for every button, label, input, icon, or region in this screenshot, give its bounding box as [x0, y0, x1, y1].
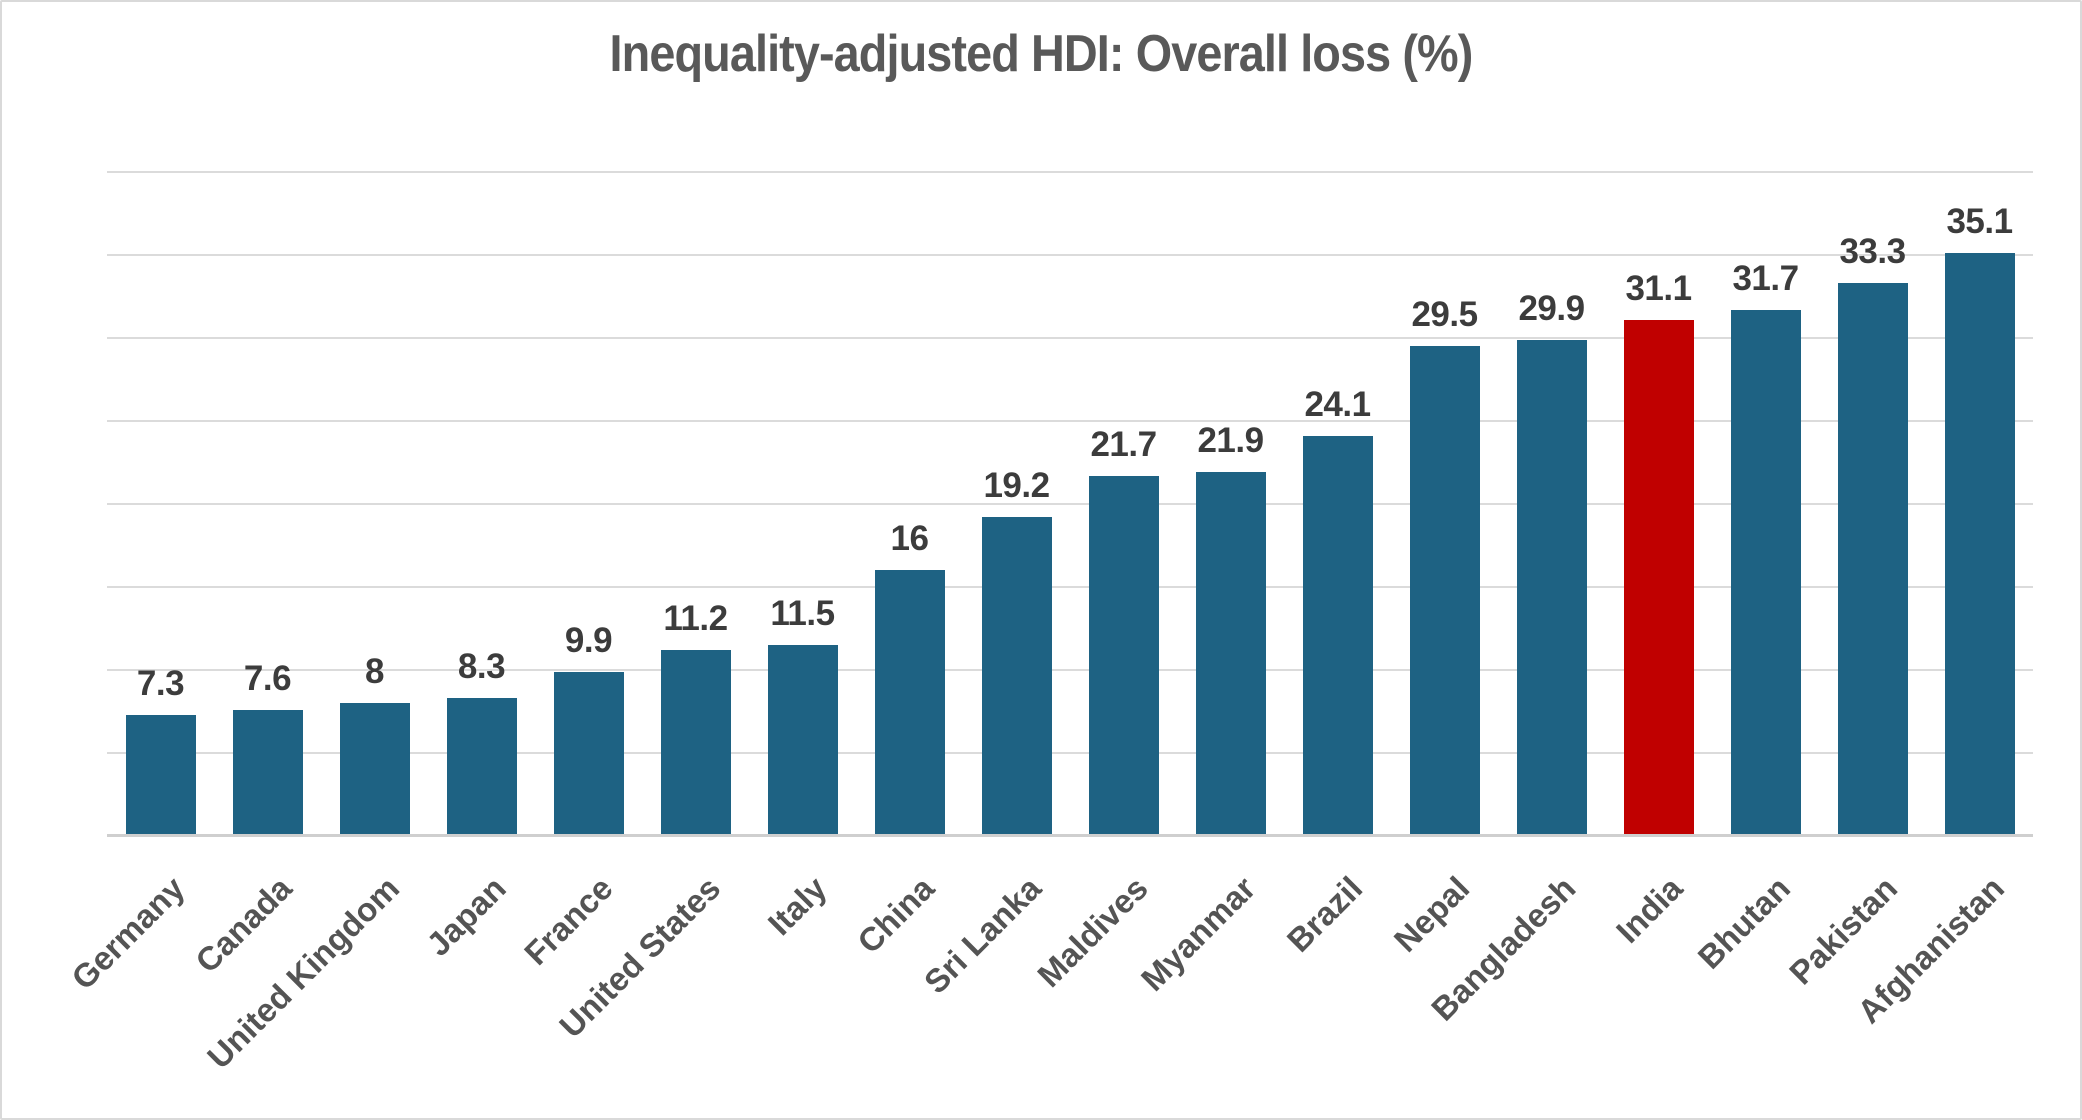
bar-germany — [125, 714, 196, 836]
bar-maldives — [1088, 475, 1159, 836]
bar-china — [874, 570, 945, 836]
category-label-india: India — [1609, 869, 1690, 950]
bar-india — [1623, 319, 1694, 836]
data-label-bhutan: 31.7 — [1732, 258, 1799, 298]
category-label-canada: Canada — [188, 869, 299, 980]
bar-nepal — [1409, 346, 1480, 836]
category-label-france: France — [517, 869, 620, 972]
data-label-brazil: 24.1 — [1304, 384, 1371, 424]
data-label-united-kingdom: 8 — [365, 652, 384, 692]
gridline-y-10 — [107, 669, 2033, 671]
bar-united-states — [660, 650, 731, 836]
bar-bangladesh — [1516, 339, 1587, 836]
gridline-y-40 — [107, 171, 2033, 173]
category-label-bhutan: Bhutan — [1690, 869, 1797, 976]
category-label-sri-lanka: Sri Lanka — [916, 869, 1048, 1001]
category-label-japan: Japan — [419, 869, 513, 963]
category-label-china: China — [849, 869, 941, 961]
gridline-y-20 — [107, 503, 2033, 505]
data-label-italy: 11.5 — [770, 594, 835, 634]
data-label-maldives: 21.7 — [1090, 424, 1157, 464]
data-label-india: 31.1 — [1625, 268, 1692, 308]
gridline-y-30 — [107, 337, 2033, 339]
plot-area: 7.3 7.6 8 8.3 9.9 11.2 11.5 16 19.2 21.7 21.9 24.1 2… — [107, 171, 2033, 837]
data-label-bangladesh: 29.9 — [1518, 288, 1585, 328]
bar-bhutan — [1730, 309, 1801, 836]
category-label-italy: Italy — [761, 869, 834, 943]
bar-united-kingdom — [339, 703, 410, 836]
bar-brazil — [1302, 435, 1373, 836]
data-label-afghanistan: 35.1 — [1946, 202, 2013, 242]
data-label-sri-lanka: 19.2 — [983, 466, 1050, 506]
gridline-y-35 — [107, 254, 2033, 256]
gridline-y-5 — [107, 752, 2033, 754]
data-label-pakistan: 33.3 — [1839, 232, 1906, 272]
data-label-france: 9.9 — [564, 620, 613, 660]
category-label-united-kingdom: United Kingdom — [199, 869, 406, 1076]
data-label-myanmar: 21.9 — [1197, 421, 1264, 461]
data-label-united-states: 11.2 — [663, 599, 728, 639]
gridline-y-25 — [107, 420, 2033, 422]
data-label-nepal: 29.5 — [1411, 295, 1478, 335]
data-label-japan: 8.3 — [457, 647, 506, 687]
category-label-germany: Germany — [64, 869, 192, 997]
bar-pakistan — [1837, 283, 1908, 836]
category-label-myanmar: Myanmar — [1133, 869, 1262, 998]
bar-japan — [446, 698, 517, 836]
data-label-germany: 7.3 — [136, 663, 185, 703]
data-label-canada: 7.6 — [243, 658, 292, 698]
bar-myanmar — [1195, 472, 1266, 836]
chart-title: Inequality-adjusted HDI: Overall loss (%… — [609, 25, 1474, 83]
x-axis-line — [107, 834, 2033, 837]
bar-france — [553, 671, 624, 836]
bar-sri-lanka — [981, 517, 1052, 836]
category-label-brazil: Brazil — [1279, 869, 1369, 960]
bar-canada — [232, 709, 303, 836]
bar-italy — [767, 645, 838, 836]
category-label-maldives: Maldives — [1030, 869, 1155, 995]
bar-afghanistan — [1944, 253, 2015, 836]
category-label-nepal: Nepal — [1386, 869, 1476, 960]
data-label-china: 16 — [890, 519, 929, 559]
gridline-y-15 — [107, 586, 2033, 588]
